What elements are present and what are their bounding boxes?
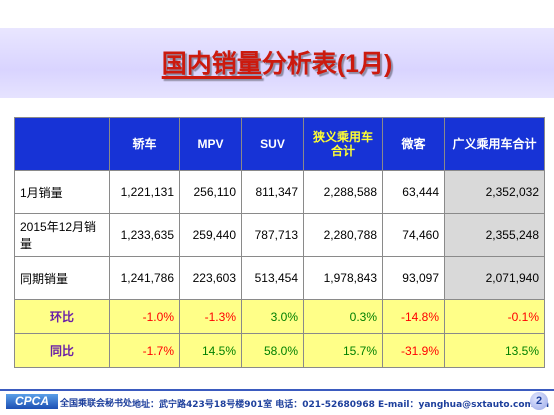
table-cell: 3.0% bbox=[241, 299, 304, 334]
table-cell: 63,444 bbox=[382, 170, 445, 214]
column-header: 广义乘用车合计 bbox=[444, 117, 545, 171]
footer-divider bbox=[0, 389, 554, 391]
table-cell: 223,603 bbox=[179, 256, 242, 300]
title-underlined: 国内销量 bbox=[161, 49, 262, 78]
table-body: 1月销量 1,221,131 256,110 811,347 2,288,588 63,4… bbox=[14, 170, 545, 368]
table-cell: 14.5% bbox=[179, 333, 242, 368]
table-header-row: 轿车 MPV SUV 狭义乘用车 合计 微客 广义乘用车合计 bbox=[14, 117, 545, 171]
table-cell: 811,347 bbox=[241, 170, 304, 214]
table-cell: 513,454 bbox=[241, 256, 304, 300]
title-band bbox=[0, 28, 554, 98]
title-rest: 分析表 bbox=[261, 49, 337, 78]
table-cell: 2,071,940 bbox=[444, 256, 545, 300]
column-header: SUV bbox=[241, 117, 304, 171]
table-row: 2015年12月销量 1,233,635 259,440 787,713 2,280,7… bbox=[14, 213, 545, 257]
table-cell: 1,221,131 bbox=[109, 170, 180, 214]
title-suffix: (1月) bbox=[336, 50, 393, 78]
cpca-logo: CPCA bbox=[6, 394, 58, 409]
table-cell: 2,355,248 bbox=[444, 213, 545, 257]
table-cell: 787,713 bbox=[241, 213, 304, 257]
table-cell: -1.3% bbox=[179, 299, 242, 334]
table-cell: 1,978,843 bbox=[303, 256, 383, 300]
table-cell: -31.9% bbox=[382, 333, 445, 368]
row-label: 2015年12月销量 bbox=[14, 213, 110, 257]
table-cell: 1,233,635 bbox=[109, 213, 180, 257]
table-cell: 0.3% bbox=[303, 299, 383, 334]
table-cell: 2,280,788 bbox=[303, 213, 383, 257]
table-row: 环比 -1.0% -1.3% 3.0% 0.3% -14.8% -0.1% bbox=[14, 299, 545, 334]
table-cell: -1.7% bbox=[109, 333, 180, 368]
column-header: 轿车 bbox=[109, 117, 180, 171]
row-label: 环比 bbox=[14, 299, 110, 334]
table-cell: 2,288,588 bbox=[303, 170, 383, 214]
table-cell: -0.1% bbox=[444, 299, 545, 334]
column-header: MPV bbox=[179, 117, 242, 171]
footer-org: 全国乘联会秘书处 bbox=[60, 399, 133, 409]
table-cell: 2,352,032 bbox=[444, 170, 545, 214]
page-number: 2 bbox=[530, 392, 548, 410]
table-cell: 93,097 bbox=[382, 256, 445, 300]
table-row: 同期销量 1,241,786 223,603 513,454 1,978,843 93,0… bbox=[14, 256, 545, 300]
column-header: 微客 bbox=[382, 117, 445, 171]
table-cell: -1.0% bbox=[109, 299, 180, 334]
column-header: 狭义乘用车 合计 bbox=[303, 117, 383, 171]
table-cell: 1,241,786 bbox=[109, 256, 180, 300]
footer-address: 地址：武宁路423号18号楼901室 电话：021-52680968 E-mai… bbox=[132, 400, 550, 410]
table-row: 1月销量 1,221,131 256,110 811,347 2,288,588 63,4… bbox=[14, 170, 545, 214]
row-label: 同期销量 bbox=[14, 256, 110, 300]
page-title: 国内销量分析表(1月) bbox=[0, 44, 554, 80]
table-cell: 15.7% bbox=[303, 333, 383, 368]
table-cell: 13.5% bbox=[444, 333, 545, 368]
table-cell: -14.8% bbox=[382, 299, 445, 334]
table-row: 同比 -1.7% 14.5% 58.0% 15.7% -31.9% 13.5% bbox=[14, 333, 545, 368]
table-cell: 58.0% bbox=[241, 333, 304, 368]
table-cell: 74,460 bbox=[382, 213, 445, 257]
row-label: 同比 bbox=[14, 333, 110, 368]
row-label: 1月销量 bbox=[14, 170, 110, 214]
sales-table: 轿车 MPV SUV 狭义乘用车 合计 微客 广义乘用车合计 1月销量 1,221,131 25… bbox=[14, 117, 545, 368]
table-cell: 256,110 bbox=[179, 170, 242, 214]
table-cell: 259,440 bbox=[179, 213, 242, 257]
header-corner bbox=[14, 117, 110, 171]
